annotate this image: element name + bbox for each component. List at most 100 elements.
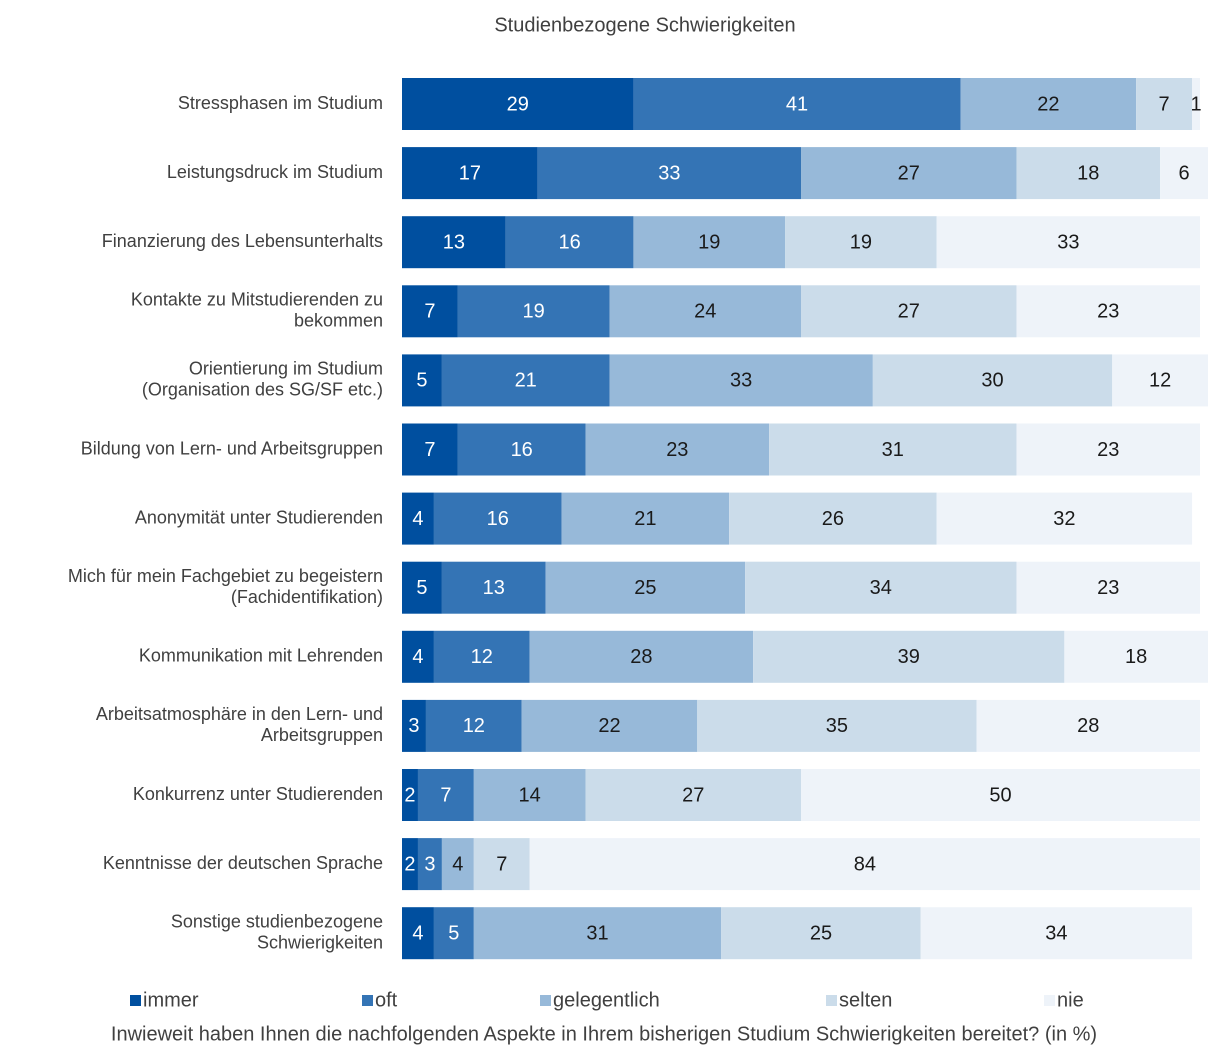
value-label: 3: [424, 853, 435, 875]
bar-segment: [1064, 630, 1208, 683]
bar-segment: [402, 769, 418, 821]
y-tick-label: Kenntnisse der deutschen Sprache: [103, 853, 383, 873]
value-label: 22: [598, 715, 620, 737]
chart-title: Studienbezogene Schwierigkeiten: [494, 14, 795, 36]
bar-segment: [609, 354, 873, 407]
bar-segment: [1112, 354, 1208, 407]
value-label: 7: [424, 301, 435, 323]
value-label: 50: [989, 784, 1011, 806]
bar-segment: [402, 423, 458, 476]
value-label: 33: [658, 162, 680, 184]
bar-segment: [402, 216, 506, 269]
value-label: 23: [666, 439, 688, 461]
value-label: 35: [826, 715, 848, 737]
legend-label: gelegentlich: [553, 989, 660, 1011]
value-label: 22: [1037, 93, 1059, 115]
value-label: 7: [424, 439, 435, 461]
bar-segment: [402, 285, 458, 338]
bar-segment: [402, 354, 442, 407]
bar-segment: [402, 838, 418, 891]
bar-segment: [529, 630, 754, 683]
bar-segment: [529, 838, 1201, 891]
bar-segment: [402, 561, 442, 614]
value-label: 21: [634, 508, 656, 530]
bar-segment: [1136, 78, 1193, 130]
value-label: 33: [730, 370, 752, 392]
value-label: 27: [682, 784, 704, 806]
y-tick-label: Konkurrenz unter Studierenden: [133, 784, 383, 804]
value-label: 12: [471, 646, 493, 668]
bar-segment: [433, 492, 562, 545]
bar-segment: [521, 699, 698, 752]
y-tick-label: (Fachidentifikation): [231, 587, 383, 607]
legend-label: selten: [839, 989, 892, 1011]
legend-swatch: [540, 995, 551, 1006]
legend-label: nie: [1057, 989, 1084, 1011]
bar-segment: [633, 216, 786, 269]
value-label: 13: [443, 231, 465, 253]
bar-segment: [1160, 147, 1208, 200]
bar-segment: [976, 699, 1201, 752]
value-label: 5: [416, 370, 427, 392]
bar-segment: [402, 630, 434, 683]
bar-segment: [473, 769, 586, 821]
bar-segment: [417, 769, 474, 821]
bar-segment: [425, 699, 522, 752]
bar-segment: [872, 354, 1113, 407]
value-label: 18: [1125, 646, 1147, 668]
bar-segment: [697, 699, 977, 752]
bar-segment: [473, 838, 530, 891]
y-tick-label: Leistungsdruck im Studium: [167, 162, 383, 182]
legend-label: immer: [143, 989, 199, 1011]
value-label: 17: [459, 162, 481, 184]
bar-segment: [1016, 285, 1201, 338]
bar-segment: [441, 561, 546, 614]
value-label: 32: [1053, 508, 1075, 530]
bar-segment: [417, 838, 442, 891]
bar-segment: [609, 285, 802, 338]
y-tick-label: Kontakte zu Mitstudierenden zu: [131, 290, 383, 310]
value-label: 26: [822, 508, 844, 530]
bar-segment: [441, 354, 610, 407]
value-label: 31: [882, 439, 904, 461]
bar-segment: [936, 216, 1201, 269]
value-label: 5: [448, 922, 459, 944]
value-label: 19: [698, 231, 720, 253]
value-label: 1: [1190, 93, 1201, 115]
bar-segment: [402, 78, 634, 130]
bar-segment: [441, 838, 474, 891]
value-label: 4: [412, 646, 423, 668]
y-tick-label: Orientierung im Studium: [189, 359, 383, 379]
bar-segment: [1016, 147, 1161, 200]
value-label: 4: [452, 853, 463, 875]
value-label: 16: [511, 439, 533, 461]
value-label: 16: [558, 231, 580, 253]
bar-segment: [920, 907, 1193, 960]
bar-segment: [433, 630, 530, 683]
y-tick-label: Sonstige studienbezogene: [171, 911, 383, 931]
value-label: 2: [404, 784, 415, 806]
y-tick-label: Bildung von Lern- und Arbeitsgruppen: [81, 438, 383, 458]
bar-segment: [785, 216, 937, 269]
legend-swatch: [1044, 995, 1055, 1006]
bar-segment: [801, 147, 1017, 200]
value-label: 12: [463, 715, 485, 737]
value-label: 25: [810, 922, 832, 944]
bar-segment: [721, 907, 921, 960]
bar-segment: [960, 78, 1137, 130]
value-label: 7: [440, 784, 451, 806]
bar-segment: [745, 561, 1017, 614]
bar-segment: [545, 561, 746, 614]
bar-segment: [769, 423, 1017, 476]
bar-segment: [402, 907, 434, 960]
y-tick-label: Arbeitsgruppen: [261, 725, 383, 745]
value-label: 31: [586, 922, 608, 944]
bar-segment: [457, 423, 586, 476]
value-label: 18: [1077, 162, 1099, 184]
y-tick-label: Stressphasen im Studium: [178, 93, 383, 113]
bar-segment: [473, 907, 722, 960]
legend-swatch: [362, 995, 373, 1006]
bar-segment: [402, 492, 434, 545]
y-tick-label: Schwierigkeiten: [257, 932, 383, 952]
y-tick-label: Arbeitsatmosphäre in den Lern- und: [96, 704, 383, 724]
